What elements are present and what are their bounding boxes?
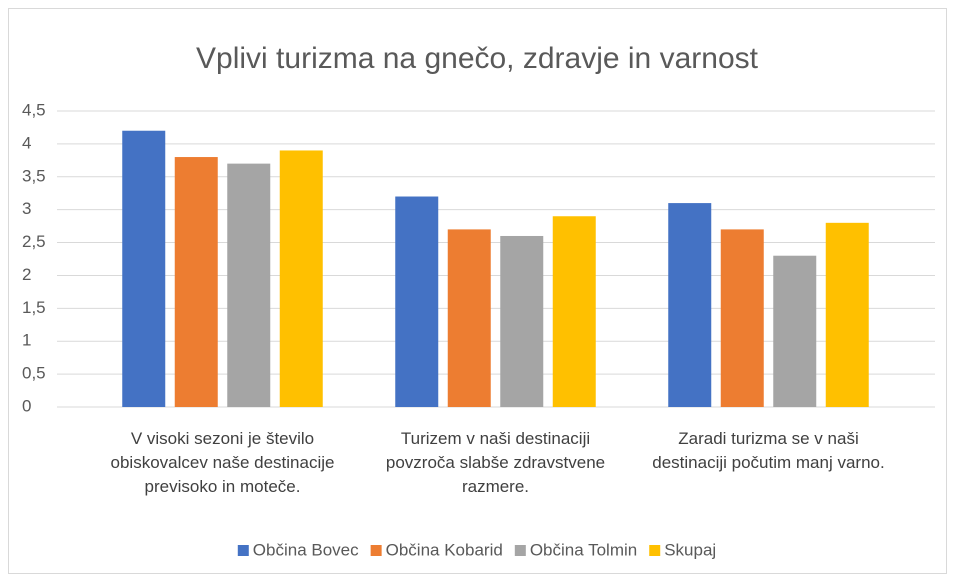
legend-item: Občina Bovec	[237, 540, 359, 559]
bar	[500, 235, 544, 407]
legend-item: Skupaj	[649, 540, 716, 559]
y-tick-label: 4,5	[22, 100, 46, 119]
y-tick-label: 3,5	[22, 166, 46, 185]
legend-item: Občina Kobarid	[370, 540, 503, 559]
y-tick-label: 0,5	[22, 364, 46, 383]
x-tick-label: Turizem v naši destinaciji povzroča slab…	[385, 429, 606, 496]
y-tick-label: 1,5	[22, 298, 46, 317]
bar	[447, 229, 491, 407]
bar	[720, 229, 764, 407]
bar	[174, 157, 218, 407]
bar	[552, 216, 596, 407]
legend-item: Občina Tolmin	[514, 540, 637, 559]
legend-label: Občina Bovec	[253, 540, 359, 559]
bar	[122, 130, 166, 407]
legend-label: Občina Tolmin	[530, 540, 637, 559]
y-tick-label: 1	[22, 331, 31, 350]
x-tick-label: V visoki sezoni je število obiskovalcev …	[110, 429, 335, 496]
bar	[825, 222, 869, 407]
chart-border	[8, 8, 947, 574]
legend-swatch	[514, 545, 526, 556]
legend-swatch	[649, 545, 661, 556]
legend-label: Skupaj	[664, 540, 716, 559]
legend-swatch	[237, 545, 249, 556]
y-tick-label: 2	[22, 265, 31, 284]
y-tick-label: 4	[22, 133, 31, 152]
y-tick-label: 0	[22, 396, 31, 415]
bar	[395, 196, 439, 407]
bar	[773, 255, 817, 407]
chart-title: Vplivi turizma na gnečo, zdravje in varn…	[196, 42, 759, 75]
legend-swatch	[370, 545, 382, 556]
bar	[227, 163, 271, 407]
bar	[668, 203, 712, 407]
y-tick-label: 3	[22, 199, 31, 218]
legend-label: Občina Kobarid	[386, 540, 503, 559]
x-tick-label: Zaradi turizma se v naši destinaciji poč…	[652, 429, 885, 472]
y-tick-label: 2,5	[22, 232, 46, 251]
bar	[279, 150, 323, 407]
